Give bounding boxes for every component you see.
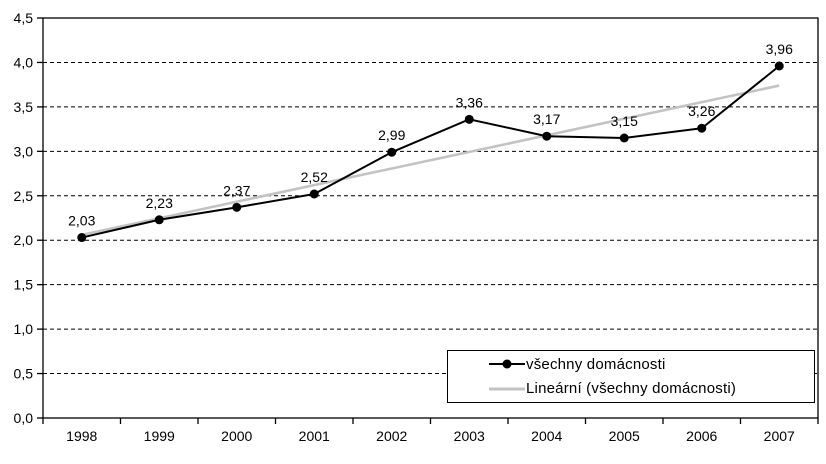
gridlines <box>43 61 818 375</box>
legend-label-trend: Lineární (všechny domácnosti) <box>526 380 737 398</box>
data-points <box>77 61 784 243</box>
data-point-label: 3,26 <box>688 103 715 119</box>
y-tick-label: 0,5 <box>14 366 34 382</box>
data-point-marker <box>619 133 629 143</box>
y-tick-label: 2,0 <box>14 232 34 248</box>
legend-item-series: všechny domácnosti <box>488 353 814 375</box>
y-tick-label: 2,5 <box>14 188 34 204</box>
x-axis-labels: 1998 1999 2000 2001 2002 2003 2004 2005 2006 2007 <box>66 428 795 444</box>
x-tick-label: 2002 <box>376 428 407 444</box>
legend: všechny domácnosti Lineární (všechny dom… <box>447 350 815 403</box>
x-tick-label: 2000 <box>221 428 252 444</box>
data-labels: 2,03 2,23 2,37 2,52 2,99 3,36 3,17 3,15 3,26 3,96 <box>68 41 793 229</box>
y-tick-label: 1,5 <box>14 277 34 293</box>
y-axis-labels: 0,0 0,5 1,0 1,5 2,0 2,5 3,0 3,5 4,0 4,5 <box>14 10 34 426</box>
x-tick-label: 2004 <box>531 428 562 444</box>
y-tick-label: 4,0 <box>14 54 34 70</box>
axis-ticks <box>37 17 819 424</box>
legend-label-series: všechny domácnosti <box>526 355 666 373</box>
data-point-marker <box>232 202 242 212</box>
data-point-label: 3,17 <box>533 111 560 127</box>
y-tick-label: 1,0 <box>14 321 34 337</box>
legend-item-trend: Lineární (všechny domácnosti) <box>488 378 814 400</box>
y-tick-label: 0,0 <box>14 410 34 426</box>
data-point-marker <box>697 123 707 133</box>
y-tick-label: 4,5 <box>14 10 34 26</box>
x-tick-label: 2003 <box>454 428 485 444</box>
data-point-marker <box>774 61 784 71</box>
data-point-label: 3,36 <box>456 94 483 110</box>
series-swatch-icon <box>489 359 525 369</box>
data-point-marker <box>387 147 397 157</box>
data-point-label: 2,03 <box>68 213 95 229</box>
series-line <box>81 65 780 239</box>
x-tick-label: 2005 <box>609 428 640 444</box>
trend-line <box>81 84 780 237</box>
x-tick-label: 1998 <box>66 428 97 444</box>
x-tick-label: 1999 <box>144 428 175 444</box>
data-point-label: 2,23 <box>146 195 173 211</box>
data-point-label: 3,15 <box>611 113 638 129</box>
data-point-marker <box>77 233 87 243</box>
data-point-marker <box>309 189 319 199</box>
data-point-label: 2,99 <box>378 127 405 143</box>
y-tick-label: 3,5 <box>14 99 34 115</box>
data-point-label: 2,52 <box>301 169 328 185</box>
x-tick-label: 2006 <box>686 428 717 444</box>
data-point-marker <box>154 215 164 225</box>
x-tick-label: 2001 <box>299 428 330 444</box>
x-tick-label: 2007 <box>764 428 795 444</box>
series-polyline <box>81 65 780 239</box>
data-point-marker <box>542 131 552 141</box>
y-tick-label: 3,0 <box>14 143 34 159</box>
trendline <box>81 84 780 237</box>
trend-swatch-icon <box>489 387 525 391</box>
data-point-label: 2,37 <box>223 182 250 198</box>
data-point-label: 3,96 <box>766 41 793 57</box>
data-point-marker <box>464 114 474 124</box>
